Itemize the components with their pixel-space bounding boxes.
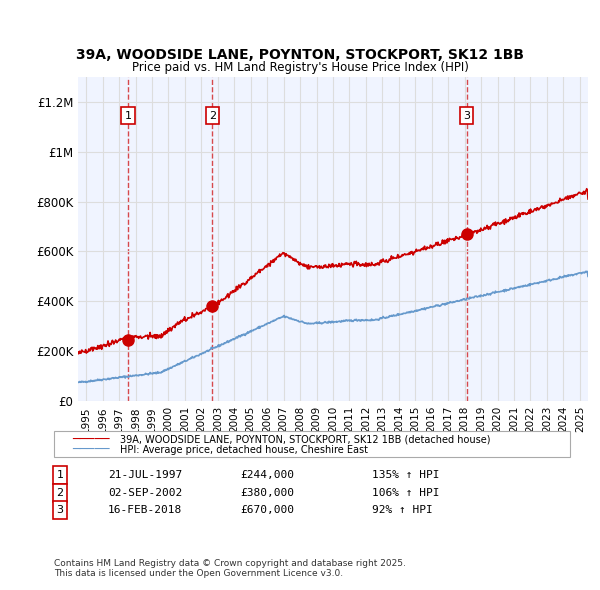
Text: 135% ↑ HPI: 135% ↑ HPI bbox=[372, 470, 439, 480]
Text: 92% ↑ HPI: 92% ↑ HPI bbox=[372, 506, 433, 515]
Text: £244,000: £244,000 bbox=[240, 470, 294, 480]
Text: HPI: Average price, detached house, Cheshire East: HPI: Average price, detached house, Ches… bbox=[120, 447, 368, 456]
Text: 16-FEB-2018: 16-FEB-2018 bbox=[108, 506, 182, 515]
Text: ─────: ───── bbox=[72, 445, 110, 458]
Text: HPI: Average price, detached house, Cheshire East: HPI: Average price, detached house, Ches… bbox=[120, 445, 368, 454]
Text: 39A, WOODSIDE LANE, POYNTON, STOCKPORT, SK12 1BB (detached house): 39A, WOODSIDE LANE, POYNTON, STOCKPORT, … bbox=[120, 435, 491, 444]
Text: ─────: ───── bbox=[72, 443, 110, 456]
Text: 21-JUL-1997: 21-JUL-1997 bbox=[108, 470, 182, 480]
Text: 39A, WOODSIDE LANE, POYNTON, STOCKPORT, SK12 1BB (detached house): 39A, WOODSIDE LANE, POYNTON, STOCKPORT, … bbox=[120, 435, 491, 444]
Text: ─────: ───── bbox=[72, 433, 110, 446]
Text: Contains HM Land Registry data © Crown copyright and database right 2025.
This d: Contains HM Land Registry data © Crown c… bbox=[54, 559, 406, 578]
Text: 02-SEP-2002: 02-SEP-2002 bbox=[108, 488, 182, 497]
Text: 2: 2 bbox=[209, 111, 216, 120]
Text: £380,000: £380,000 bbox=[240, 488, 294, 497]
Text: 39A, WOODSIDE LANE, POYNTON, STOCKPORT, SK12 1BB: 39A, WOODSIDE LANE, POYNTON, STOCKPORT, … bbox=[76, 48, 524, 62]
Text: 1: 1 bbox=[56, 470, 64, 480]
Text: 1: 1 bbox=[125, 111, 131, 120]
Text: 3: 3 bbox=[463, 111, 470, 120]
Text: 106% ↑ HPI: 106% ↑ HPI bbox=[372, 488, 439, 497]
Text: £670,000: £670,000 bbox=[240, 506, 294, 515]
Text: Price paid vs. HM Land Registry's House Price Index (HPI): Price paid vs. HM Land Registry's House … bbox=[131, 61, 469, 74]
Text: ─────: ───── bbox=[72, 433, 110, 446]
Text: 3: 3 bbox=[56, 506, 64, 515]
Text: 2: 2 bbox=[56, 488, 64, 497]
